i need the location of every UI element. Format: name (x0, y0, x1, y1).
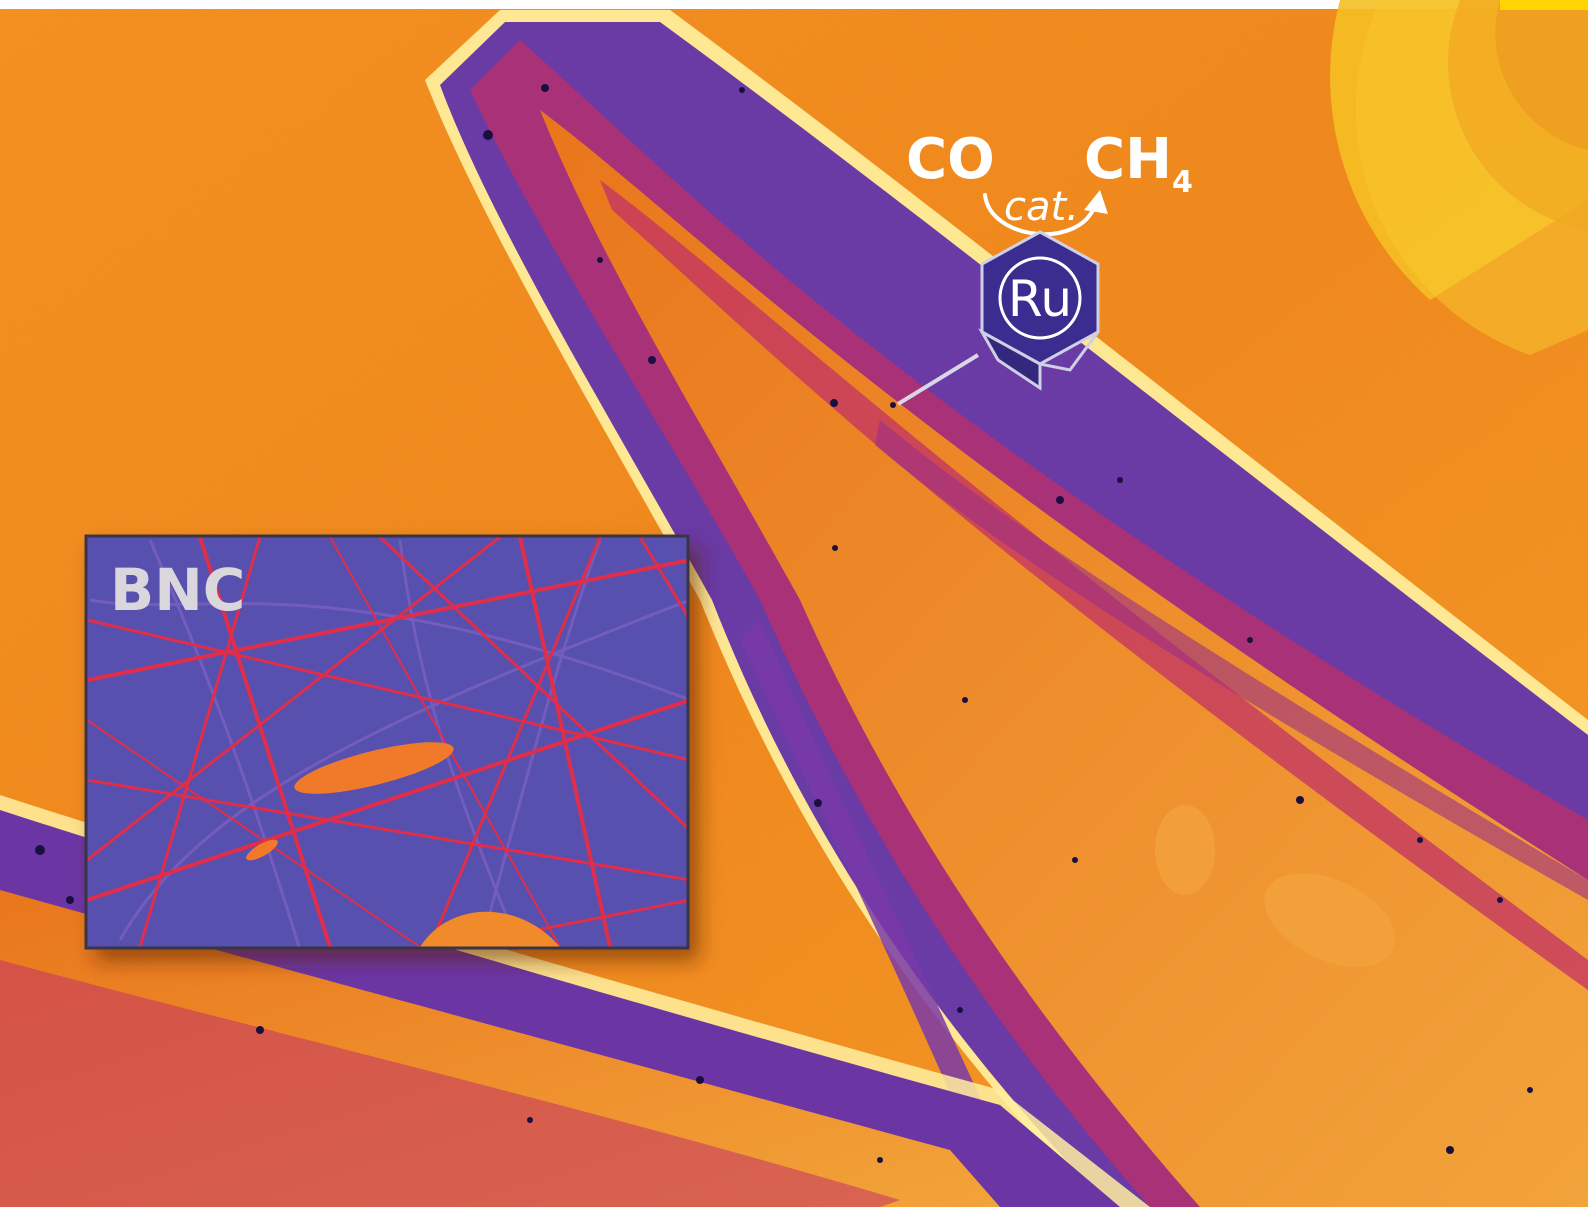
reaction-scheme: CO CH4 cat. Ru (896, 127, 1193, 406)
ru-label: Ru (1008, 270, 1072, 328)
top-border (0, 0, 1588, 9)
product-label: CH4 (1084, 127, 1193, 200)
product-label-main: CH (1084, 127, 1172, 192)
fiber-lobes (1155, 805, 1396, 967)
pointer-line (896, 353, 980, 406)
catalyst-arrow-label: cat. (1004, 184, 1079, 230)
fiber-inner-band (740, 620, 1030, 1207)
inset-label: BNC (110, 556, 245, 624)
ru-hexagon-icon: Ru (978, 230, 1100, 391)
bnc-inset-border (84, 534, 690, 950)
product-label-subscript: 4 (1172, 165, 1193, 200)
bnc-rod-particle (294, 742, 454, 794)
reactant-label: CO (906, 127, 995, 192)
fiber-inner-band (875, 420, 1588, 900)
fiber-pores (35, 84, 1533, 1163)
bnc-inset-image: BNC (87, 537, 687, 947)
bnc-fibers (87, 537, 687, 947)
bnc-small-particle (246, 839, 278, 861)
lower-fiber-band (0, 960, 900, 1207)
bnc-bright-cluster (420, 911, 560, 947)
arrow-head-icon (1084, 190, 1108, 214)
corner-arc-decoration (1330, 0, 1588, 355)
